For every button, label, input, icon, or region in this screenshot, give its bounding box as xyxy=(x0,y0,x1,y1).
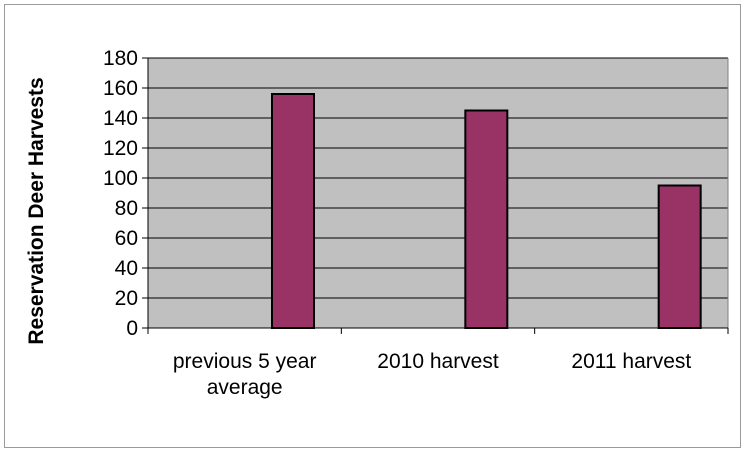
y-tick-label: 20 xyxy=(115,287,138,310)
x-category-label: average xyxy=(207,376,283,399)
bar xyxy=(464,109,509,329)
plot-area xyxy=(148,58,728,328)
bar xyxy=(271,93,315,329)
axes xyxy=(142,57,729,334)
gridlines xyxy=(148,57,728,299)
y-tick-label: 180 xyxy=(103,47,138,70)
bar xyxy=(657,184,702,329)
x-category-labels: previous 5 year average 2010 harvest 2011 h… xyxy=(173,350,692,399)
y-tick-label: 120 xyxy=(103,137,138,160)
y-tick-labels: 0 20 40 60 80 100 120 140 160 180 xyxy=(103,47,138,340)
y-tick-label: 60 xyxy=(115,227,138,250)
y-tick-label: 140 xyxy=(103,107,138,130)
y-tick-label: 0 xyxy=(126,317,138,340)
y-tick-label: 80 xyxy=(115,197,138,220)
y-tick-label: 100 xyxy=(103,167,138,190)
y-axis-title: Reservation Deer Harvests xyxy=(25,77,48,344)
y-tick-label: 160 xyxy=(103,77,138,100)
y-tick-label: 40 xyxy=(115,257,138,280)
x-category-label: 2010 harvest xyxy=(377,350,499,373)
x-category-label: previous 5 year xyxy=(173,350,317,373)
x-category-label: 2011 harvest xyxy=(571,350,691,373)
